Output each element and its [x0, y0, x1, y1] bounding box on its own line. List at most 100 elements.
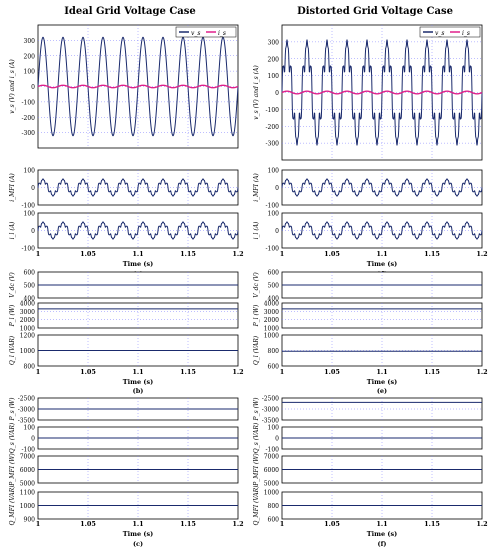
col-title-left: Ideal Grid Voltage Case: [64, 6, 196, 17]
x-axis-label: Time (s): [123, 260, 153, 268]
y-axis-label: i_l (A): [253, 221, 260, 239]
y-tick-label: 100: [268, 211, 280, 218]
y-tick-label: -100: [266, 447, 280, 454]
series-line-trace: [37, 221, 239, 240]
x-axis-label: Time (s): [123, 530, 153, 538]
series-line-i_s: [37, 84, 239, 89]
y-tick-label: -300: [22, 130, 36, 137]
y-tick-label: 200: [24, 53, 36, 60]
y-tick-label: 1100: [20, 490, 35, 497]
y-tick-label: 600: [268, 270, 280, 277]
x-tick-label: 1.15: [424, 368, 440, 376]
y-tick-label: -300: [266, 141, 280, 148]
x-tick-label: 1.15: [424, 250, 440, 258]
y-axis-label: i_MFI (A): [9, 173, 16, 202]
y-axis-label: P_MFI (W): [253, 453, 260, 487]
legend-label-v: v_s: [435, 30, 444, 37]
y-tick-label: -100: [266, 246, 280, 253]
y-tick-label: 0: [31, 185, 35, 192]
x-tick-label: 1.05: [324, 250, 340, 258]
x-tick-label: 1.05: [80, 250, 96, 258]
x-tick-label: 1.1: [376, 250, 387, 258]
y-tick-label: 4000: [264, 301, 279, 308]
y-tick-label: 0: [31, 228, 35, 235]
series-line-i_s: [281, 90, 483, 95]
x-tick-label: 1.15: [424, 520, 440, 528]
y-axis-label: i_MFI (A): [253, 173, 260, 202]
y-axis-label: Q_MFI (VAR): [9, 485, 16, 526]
y-axis-label: v_s (V) and i_s (A): [9, 59, 16, 114]
y-tick-label: -2500: [18, 396, 35, 403]
y-tick-label: 5000: [20, 481, 35, 488]
y-tick-label: -3500: [262, 418, 279, 425]
y-tick-label: 100: [268, 73, 280, 80]
x-tick-label: 1.05: [80, 520, 96, 528]
x-axis-label: Time (s): [367, 260, 397, 268]
y-tick-label: 3000: [20, 309, 35, 316]
panel-caption: (c): [133, 540, 143, 548]
x-tick-label: 1.1: [376, 368, 387, 376]
series-line-trace: [281, 221, 483, 240]
y-tick-label: 0: [31, 84, 35, 91]
y-tick-label: -200: [266, 124, 280, 131]
x-tick-label: 1: [280, 250, 285, 258]
y-tick-label: 1000: [264, 326, 279, 333]
y-tick-label: 200: [268, 56, 280, 63]
x-tick-label: 1.1: [132, 368, 143, 376]
y-axis-label: Q_MFI (VAR): [253, 485, 260, 526]
y-axis-label: P_MFI (W): [9, 453, 16, 487]
x-axis-label: Time (s): [367, 530, 397, 538]
y-tick-label: 4000: [20, 301, 35, 308]
x-tick-label: 1.15: [180, 250, 196, 258]
panel-caption: (e): [377, 387, 387, 395]
y-tick-label: 800: [268, 503, 280, 510]
y-axis-label: Q_s (VAR): [9, 422, 16, 453]
x-tick-label: 1.2: [232, 520, 243, 528]
y-tick-label: 7000: [20, 454, 35, 461]
y-axis-label: P_s (W): [9, 397, 16, 422]
y-tick-label: 7000: [264, 454, 279, 461]
x-tick-label: 1.2: [476, 368, 487, 376]
y-axis-label: P_s (W): [253, 397, 260, 422]
legend-label-v: v_s: [191, 30, 200, 37]
series-line-trace: [37, 178, 239, 197]
y-tick-label: 0: [275, 185, 279, 192]
y-tick-label: 2000: [20, 317, 35, 324]
y-tick-label: 500: [268, 283, 280, 290]
y-tick-label: -3000: [18, 407, 35, 414]
y-tick-label: 5000: [264, 481, 279, 488]
y-tick-label: 0: [275, 436, 279, 443]
y-tick-label: 800: [24, 364, 36, 371]
x-tick-label: 1.2: [476, 250, 487, 258]
y-tick-label: 600: [24, 270, 36, 277]
y-tick-label: -100: [22, 203, 36, 210]
y-tick-label: -100: [22, 447, 36, 454]
y-tick-label: -100: [266, 203, 280, 210]
x-tick-label: 1.05: [324, 368, 340, 376]
y-axis-label: Q_l (VAR): [9, 335, 16, 365]
y-tick-label: 100: [268, 168, 280, 175]
x-tick-label: 1: [36, 520, 41, 528]
y-tick-label: 0: [275, 90, 279, 97]
x-tick-label: 1.1: [376, 520, 387, 528]
y-tick-label: 300: [24, 38, 36, 45]
y-axis-label: V_dc (V): [9, 272, 16, 298]
y-tick-label: 3000: [264, 309, 279, 316]
y-axis-label: Q_s (VAR): [253, 422, 260, 453]
y-tick-label: 6000: [264, 467, 279, 474]
col-title-right: Distorted Grid Voltage Case: [297, 6, 453, 17]
y-tick-label: 1000: [264, 333, 279, 340]
y-tick-label: -3000: [262, 407, 279, 414]
y-tick-label: 1000: [264, 490, 279, 497]
panel-caption: (f): [378, 540, 387, 548]
x-tick-label: 1.2: [232, 250, 243, 258]
x-tick-label: 1: [36, 368, 41, 376]
y-tick-label: -100: [22, 99, 36, 106]
y-tick-label: 100: [24, 425, 36, 432]
y-tick-label: 400: [268, 296, 280, 303]
y-tick-label: 100: [24, 69, 36, 76]
y-axis-label: v_s (V) and i_s (A): [253, 65, 260, 120]
x-tick-label: 1.1: [132, 250, 143, 258]
